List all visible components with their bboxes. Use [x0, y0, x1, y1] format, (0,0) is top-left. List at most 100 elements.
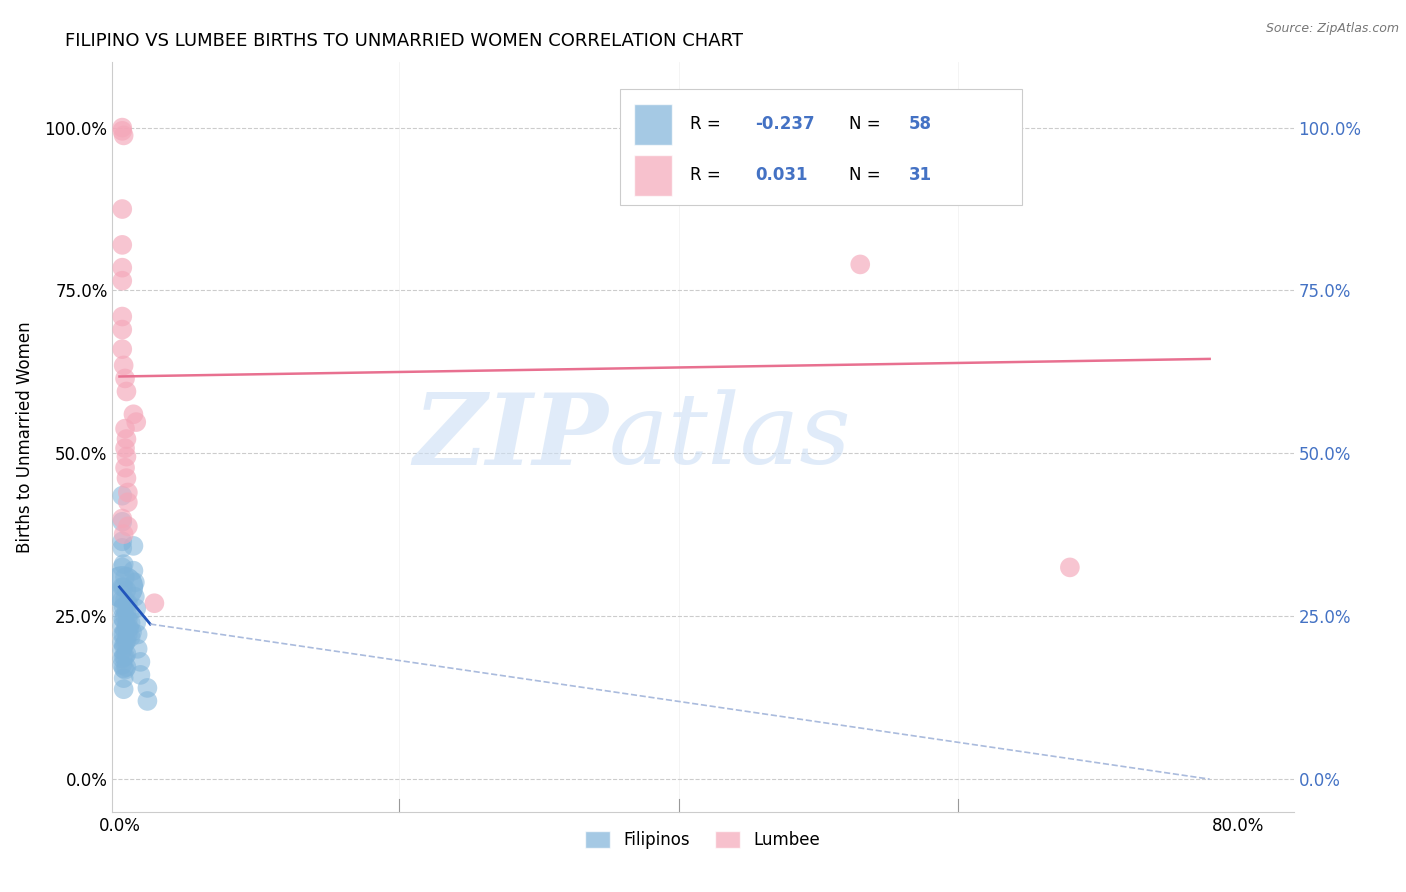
Text: ZIP: ZIP	[413, 389, 609, 485]
Point	[111, 489, 134, 503]
Point	[737, 124, 759, 138]
Point	[114, 441, 136, 455]
Point	[122, 407, 145, 421]
Point	[111, 202, 134, 216]
Point	[118, 606, 141, 620]
Point	[122, 564, 145, 578]
Point	[111, 619, 134, 633]
FancyBboxPatch shape	[634, 154, 672, 196]
Point	[112, 639, 135, 653]
Point	[111, 601, 134, 615]
Point	[115, 384, 138, 399]
Point	[118, 621, 141, 635]
Point	[127, 627, 149, 641]
Point	[112, 627, 135, 641]
Point	[112, 527, 135, 541]
Point	[111, 580, 134, 594]
Point	[111, 610, 134, 624]
Text: R =: R =	[690, 115, 725, 133]
Point	[127, 641, 149, 656]
Point	[114, 609, 136, 624]
Point	[114, 593, 136, 607]
Text: N =: N =	[849, 166, 886, 185]
Point	[115, 634, 138, 648]
Point	[117, 627, 139, 641]
Point	[111, 120, 134, 135]
Point	[115, 604, 138, 618]
Point	[111, 260, 134, 275]
Point	[143, 596, 166, 610]
Point	[112, 649, 135, 664]
Point	[124, 575, 146, 590]
Text: -0.237: -0.237	[755, 115, 814, 133]
FancyBboxPatch shape	[620, 88, 1022, 205]
Point	[115, 583, 138, 598]
Point	[112, 580, 135, 594]
Point	[129, 655, 152, 669]
Point	[111, 658, 134, 673]
Text: R =: R =	[690, 166, 725, 185]
Point	[112, 128, 135, 143]
Text: Source: ZipAtlas.com: Source: ZipAtlas.com	[1265, 22, 1399, 36]
Point	[125, 615, 148, 630]
Point	[111, 643, 134, 657]
Point	[124, 590, 146, 604]
Text: 31: 31	[908, 166, 932, 185]
Text: atlas: atlas	[609, 390, 851, 484]
Text: FILIPINO VS LUMBEE BIRTHS TO UNMARRIED WOMEN CORRELATION CHART: FILIPINO VS LUMBEE BIRTHS TO UNMARRIED W…	[65, 32, 744, 50]
Point	[114, 624, 136, 638]
Point	[121, 624, 143, 639]
Point	[111, 651, 134, 665]
Point	[112, 661, 135, 675]
Point	[112, 359, 135, 373]
Point	[112, 613, 135, 627]
Point	[117, 613, 139, 627]
Point	[115, 647, 138, 661]
Point	[115, 619, 138, 633]
Point	[114, 422, 136, 436]
Point	[111, 560, 134, 574]
Point	[111, 534, 134, 549]
Point	[111, 342, 134, 356]
Point	[117, 485, 139, 500]
Point	[129, 668, 152, 682]
Point	[122, 539, 145, 553]
Point	[111, 238, 134, 252]
Point	[111, 635, 134, 649]
Point	[114, 460, 136, 475]
Point	[111, 274, 134, 288]
Point	[115, 432, 138, 446]
Point	[114, 663, 136, 677]
Point	[111, 322, 134, 336]
Point	[114, 637, 136, 651]
Point	[115, 660, 138, 674]
Point	[111, 593, 134, 607]
Legend: Filipinos, Lumbee: Filipinos, Lumbee	[579, 824, 827, 855]
Point	[115, 450, 138, 464]
Point	[111, 310, 134, 324]
Point	[112, 682, 135, 697]
Point	[125, 601, 148, 615]
Point	[117, 596, 139, 610]
FancyBboxPatch shape	[634, 103, 672, 145]
Point	[120, 615, 142, 630]
Point	[112, 671, 135, 685]
Point	[111, 627, 134, 641]
Point	[111, 541, 134, 555]
Text: 0.031: 0.031	[755, 166, 807, 185]
Y-axis label: Births to Unmarried Women: Births to Unmarried Women	[15, 321, 34, 553]
Text: N =: N =	[849, 115, 886, 133]
Point	[112, 557, 135, 571]
Point	[111, 511, 134, 525]
Point	[114, 570, 136, 584]
Point	[114, 649, 136, 664]
Point	[120, 630, 142, 644]
Point	[849, 257, 872, 271]
Point	[111, 124, 134, 138]
Text: 58: 58	[908, 115, 932, 133]
Point	[117, 495, 139, 509]
Point	[136, 681, 159, 695]
Point	[115, 471, 138, 485]
Point	[136, 694, 159, 708]
Point	[1059, 560, 1081, 574]
